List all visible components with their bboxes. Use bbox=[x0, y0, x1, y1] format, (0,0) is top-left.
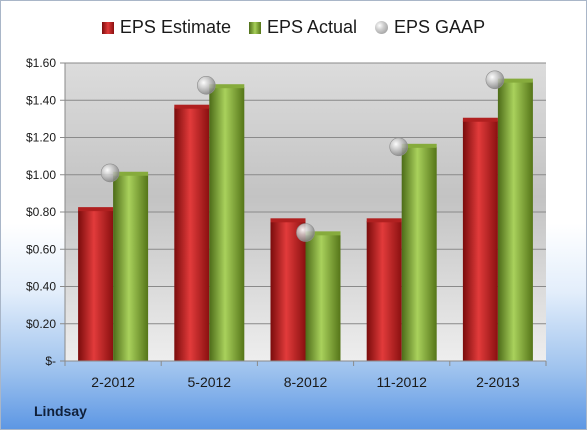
bars bbox=[78, 78, 533, 362]
legend-label-eps-actual: EPS Actual bbox=[266, 17, 358, 37]
eps-gaap-point bbox=[100, 163, 120, 183]
eps-gaap-point bbox=[485, 70, 505, 90]
legend-label-eps-estimate: EPS Estimate bbox=[119, 17, 231, 37]
gaap-points bbox=[100, 70, 505, 242]
eps-estimate-bar bbox=[174, 107, 210, 361]
eps-actual-bar-cap bbox=[113, 171, 149, 176]
legend-item-eps-estimate: EPS Estimate bbox=[101, 17, 231, 38]
eps-actual-bar-cap bbox=[209, 84, 245, 89]
eps-estimate-bar-cap bbox=[462, 117, 498, 122]
y-tick-label: $0.80 bbox=[26, 205, 56, 219]
eps-gaap-point bbox=[389, 137, 409, 157]
x-tick-label: 2-2012 bbox=[91, 374, 135, 390]
eps-gaap-point bbox=[197, 76, 216, 95]
y-tick-label: $0.40 bbox=[26, 280, 56, 294]
eps-actual-bar-cap bbox=[305, 231, 341, 236]
eps-estimate-bar-cap bbox=[78, 207, 114, 212]
eps-estimate-bar-cap bbox=[270, 218, 306, 223]
x-tick-label: 5-2012 bbox=[188, 374, 232, 390]
legend: EPS Estimate EPS Actual EPS GAAP bbox=[1, 17, 586, 38]
eps-actual-bar bbox=[305, 234, 341, 361]
y-tick-label: $0.60 bbox=[26, 242, 56, 256]
x-tick-label: 8-2012 bbox=[284, 374, 328, 390]
y-tick-label: $1.40 bbox=[26, 93, 56, 107]
y-tick-label: $- bbox=[45, 354, 56, 368]
legend-swatch-eps-gaap bbox=[375, 21, 389, 34]
eps-actual-bar bbox=[401, 146, 437, 361]
eps-estimate-bar bbox=[366, 221, 402, 361]
eps-estimate-bar-cap bbox=[366, 218, 402, 223]
y-tick-label: $1.00 bbox=[26, 168, 56, 182]
eps-estimate-bar bbox=[462, 120, 498, 361]
legend-item-eps-gaap: EPS GAAP bbox=[375, 17, 485, 38]
eps-actual-bar-cap bbox=[497, 78, 533, 83]
legend-label-eps-gaap: EPS GAAP bbox=[394, 17, 486, 37]
company-label: Lindsay bbox=[34, 403, 87, 419]
eps-estimate-bar bbox=[78, 210, 114, 361]
y-tick-label: $1.20 bbox=[26, 131, 56, 145]
eps-estimate-bar bbox=[270, 221, 306, 361]
y-tick-label: $0.20 bbox=[26, 317, 56, 331]
legend-swatch-eps-estimate bbox=[101, 21, 114, 34]
x-tick-label: 11-2012 bbox=[377, 374, 428, 390]
x-axis: 2-2012 5-2012 8-2012 11-2012 2-2013 bbox=[64, 360, 547, 390]
legend-item-eps-actual: EPS Actual bbox=[248, 17, 358, 38]
legend-swatch-eps-actual bbox=[248, 21, 261, 34]
eps-actual-bar-cap bbox=[401, 143, 437, 148]
eps-gaap-point bbox=[296, 223, 315, 242]
eps-estimate-bar-cap bbox=[174, 104, 210, 109]
y-tick-label: $1.60 bbox=[26, 56, 56, 70]
eps-actual-bar bbox=[209, 87, 245, 362]
eps-actual-bar bbox=[497, 81, 533, 361]
x-tick-label: 2-2013 bbox=[476, 374, 520, 390]
eps-actual-bar bbox=[113, 174, 149, 361]
y-axis: $- $0.20 $0.40 $0.60 $0.80 $1.00 $1.20 $1.40 $1.… bbox=[26, 56, 66, 368]
